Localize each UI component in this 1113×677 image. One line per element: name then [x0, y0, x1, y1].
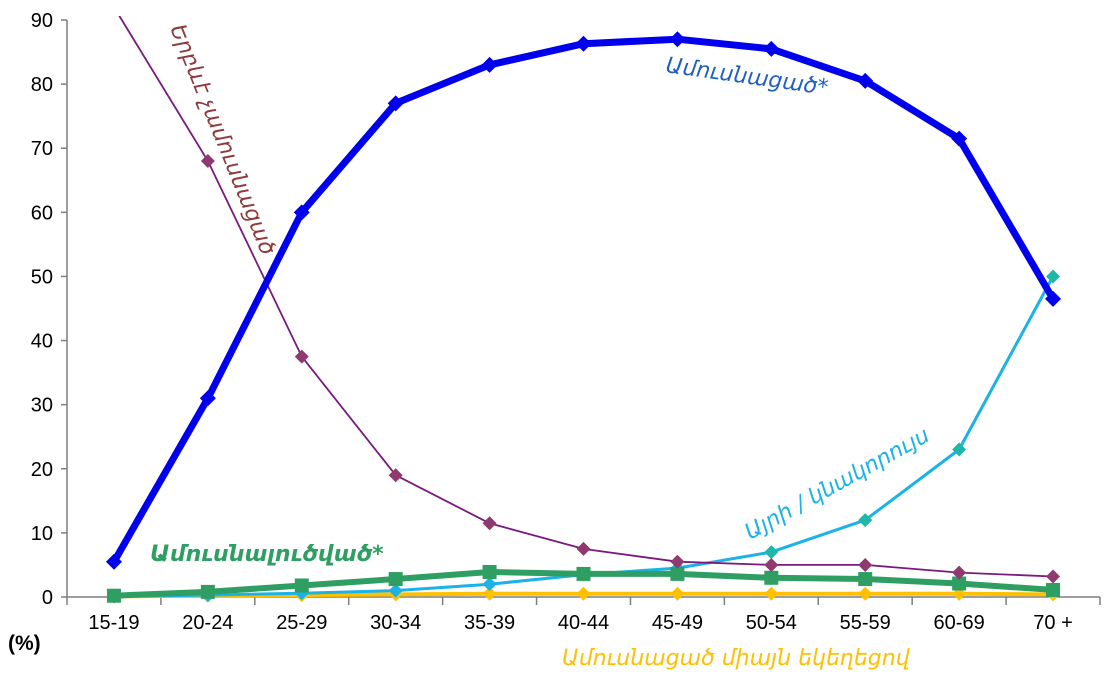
data-point [952, 576, 967, 591]
data-point [1046, 269, 1061, 284]
data-point [858, 513, 873, 528]
data-point [200, 154, 215, 169]
y-tick-label: 90 [31, 10, 53, 32]
data-point [294, 349, 309, 364]
data-point [764, 545, 779, 560]
data-point [576, 566, 591, 581]
data-point [482, 516, 497, 531]
series-label-2: Այրի / կնակորույս [741, 423, 934, 545]
data-point [481, 56, 498, 73]
data-point [200, 584, 215, 599]
data-point [1045, 290, 1062, 307]
y-tick-label: 0 [42, 587, 53, 609]
data-point [1046, 569, 1061, 584]
series-layer [105, 16, 1062, 604]
data-point [764, 557, 779, 572]
y-tick-label: 10 [31, 523, 53, 545]
data-point [670, 586, 685, 601]
series-label-3: Ամուսնալուծված* [150, 542, 384, 567]
data-point [106, 588, 121, 603]
y-axis-label: (%) [8, 632, 41, 655]
series-0 [105, 31, 1062, 570]
y-tick-label: 20 [31, 459, 53, 481]
x-tick-label: 50-54 [746, 612, 797, 634]
y-tick-label: 60 [31, 202, 53, 224]
data-point [669, 31, 686, 48]
data-point [293, 204, 310, 221]
y-tick-label: 70 [31, 138, 53, 160]
y-tick-label: 40 [31, 331, 53, 353]
data-point [670, 554, 685, 569]
x-tick-label: 60-69 [934, 612, 985, 634]
y-tick-label: 30 [31, 395, 53, 417]
x-tick-label: 45-49 [652, 612, 703, 634]
data-point [857, 72, 874, 89]
x-tick-label: 25-29 [276, 612, 327, 634]
data-point [199, 390, 216, 407]
x-tick-label: 20-24 [182, 612, 233, 634]
data-point [575, 35, 592, 52]
data-point [388, 468, 403, 483]
data-point [858, 557, 873, 572]
y-tick-label: 50 [31, 266, 53, 288]
data-point [670, 566, 685, 581]
x-tick-label: 40-44 [558, 612, 609, 634]
data-point [388, 583, 403, 598]
data-point [952, 442, 967, 457]
x-tick-label: 55-59 [840, 612, 891, 634]
data-point [951, 130, 968, 147]
x-tick-label: 70 + [1033, 612, 1072, 634]
data-point [1046, 582, 1061, 597]
y-ticks: 0 10 20 30 40 50 60 70 80 90 [31, 10, 67, 609]
data-point [763, 40, 780, 57]
data-point [388, 572, 403, 587]
series-label-1: Երբևէ չամուսնացած [164, 21, 280, 259]
y-tick-label: 80 [31, 74, 53, 96]
data-point [764, 570, 779, 585]
x-tick-label: 35-39 [464, 612, 515, 634]
data-point [482, 586, 497, 601]
data-point [952, 565, 967, 580]
x-tick-label: 15-19 [88, 612, 139, 634]
data-point [294, 578, 309, 593]
x-tick-label: 30-34 [370, 612, 421, 634]
data-point [576, 541, 591, 556]
data-point [105, 553, 122, 570]
data-point [764, 586, 779, 601]
series-1 [118, 16, 1061, 584]
data-point [858, 586, 873, 601]
data-point [482, 577, 497, 592]
data-point [576, 586, 591, 601]
series-label-4: Ամուսնացած միայն եկեղեցով [562, 646, 910, 671]
data-point [482, 564, 497, 579]
x-ticks: 15-19 20-24 25-29 30-34 35-39 40-44 45-49 50-54… [66, 597, 1101, 634]
data-point [858, 572, 873, 587]
series-line [118, 16, 1054, 578]
series-3 [106, 564, 1061, 603]
data-point [387, 95, 404, 112]
